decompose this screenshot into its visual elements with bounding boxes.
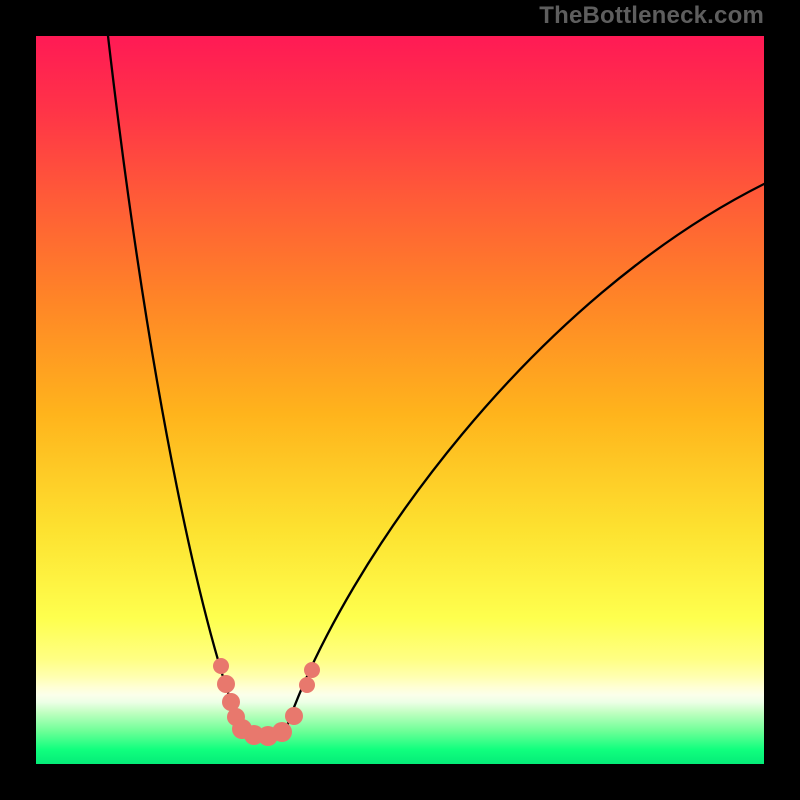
chart-svg [36, 36, 764, 764]
chart-frame: TheBottleneck.com [0, 0, 800, 800]
data-marker [299, 677, 315, 693]
watermark-text: TheBottleneck.com [539, 2, 764, 30]
data-marker [272, 722, 292, 742]
data-marker [217, 675, 235, 693]
gradient-background [36, 36, 764, 764]
data-marker [213, 658, 229, 674]
data-marker [285, 707, 303, 725]
plot-area [36, 36, 764, 764]
data-marker [304, 662, 320, 678]
